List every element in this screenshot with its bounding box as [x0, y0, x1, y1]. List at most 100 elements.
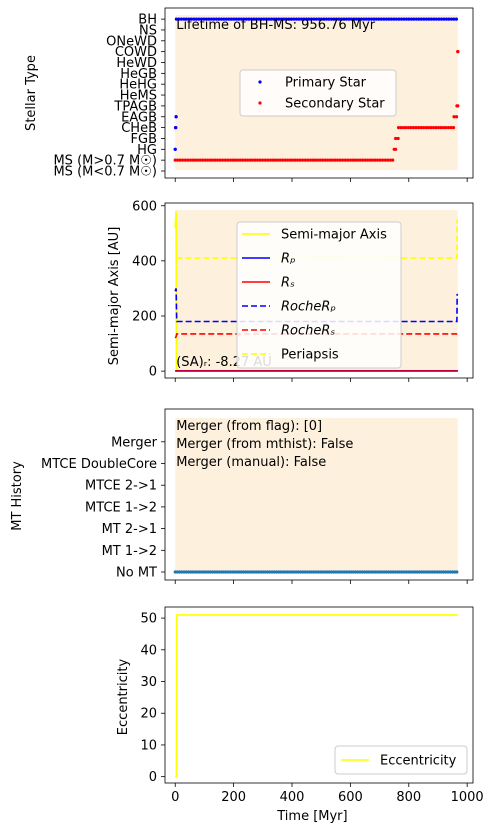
data-point	[218, 158, 222, 162]
data-point	[211, 570, 215, 574]
y-tick-label: 10	[140, 738, 157, 753]
y-tick-label: 50	[140, 612, 157, 627]
data-point	[324, 17, 328, 21]
data-point	[371, 570, 375, 574]
data-point	[173, 158, 177, 162]
data-point	[208, 158, 212, 162]
data-point	[298, 158, 302, 162]
data-point	[173, 147, 177, 151]
y-tick-label: 0	[149, 770, 157, 785]
data-point	[188, 158, 192, 162]
data-point	[182, 570, 186, 574]
data-point	[314, 17, 318, 21]
data-point	[241, 570, 246, 574]
data-point	[183, 158, 187, 162]
data-point	[194, 17, 198, 21]
data-point	[394, 17, 398, 21]
y-tick-label: 200	[132, 309, 157, 324]
data-point	[404, 17, 408, 21]
data-point	[281, 158, 285, 162]
data-point	[259, 570, 263, 574]
data-point	[250, 570, 254, 574]
data-point	[213, 570, 217, 574]
data-point	[327, 17, 331, 21]
data-point	[322, 17, 326, 21]
data-point	[230, 570, 235, 574]
data-point	[264, 17, 268, 21]
data-point	[307, 570, 312, 574]
data-point	[266, 158, 270, 162]
data-point	[261, 570, 265, 574]
data-point	[319, 17, 323, 21]
data-point	[308, 158, 312, 162]
data-point	[329, 17, 333, 21]
data-point	[294, 17, 298, 21]
data-point	[436, 126, 441, 130]
data-point	[228, 158, 232, 162]
data-point	[249, 17, 253, 21]
data-point	[444, 126, 448, 130]
data-point	[449, 17, 453, 21]
data-point	[399, 17, 403, 21]
y-tick-label: BH	[138, 13, 157, 28]
legend-marker	[258, 101, 262, 105]
data-point	[394, 136, 398, 141]
data-point	[367, 17, 371, 21]
y-tick-label: HeMS	[120, 89, 157, 104]
data-point	[409, 17, 413, 21]
data-point	[226, 570, 230, 574]
data-point	[254, 17, 258, 21]
data-point	[226, 158, 230, 162]
data-point	[409, 570, 413, 574]
data-point	[258, 158, 262, 162]
primary-star-points	[173, 126, 178, 130]
data-point	[257, 17, 261, 21]
data-point	[293, 158, 297, 162]
data-point	[214, 17, 218, 21]
data-point	[435, 570, 439, 574]
data-point	[317, 17, 321, 21]
data-point	[223, 158, 227, 162]
data-point	[358, 570, 362, 574]
data-point	[237, 17, 241, 21]
data-point	[427, 17, 431, 21]
data-point	[412, 17, 416, 21]
data-point	[198, 158, 202, 162]
data-point	[313, 158, 317, 162]
y-axis-label: Stellar Type	[24, 55, 39, 131]
data-point	[333, 158, 337, 162]
data-point	[334, 570, 338, 574]
y-tick-label: 600	[132, 199, 157, 214]
data-point	[341, 158, 345, 162]
data-point	[304, 17, 308, 21]
data-point	[414, 17, 418, 21]
data-point	[342, 17, 346, 21]
data-point	[395, 570, 400, 574]
data-point	[268, 158, 272, 162]
data-point	[345, 570, 349, 574]
data-point	[178, 570, 182, 574]
data-point	[433, 570, 437, 574]
data-point	[399, 126, 403, 130]
data-point	[283, 158, 287, 162]
data-point	[224, 17, 228, 21]
series-line	[174, 211, 458, 259]
data-point	[356, 158, 360, 162]
merger-annotation: Merger (manual): False	[176, 455, 326, 470]
data-point	[437, 570, 441, 574]
data-point	[340, 570, 345, 574]
data-point	[393, 570, 397, 574]
data-point	[327, 570, 331, 574]
data-point	[208, 570, 213, 574]
data-point	[406, 570, 411, 574]
data-point	[285, 570, 290, 574]
data-point	[232, 17, 236, 21]
data-point	[197, 17, 201, 21]
data-point	[378, 570, 382, 574]
data-point	[348, 158, 352, 162]
data-point	[294, 570, 298, 574]
data-point	[354, 570, 358, 574]
legend-marker	[258, 80, 262, 84]
data-point	[200, 570, 204, 574]
data-point	[297, 17, 301, 21]
